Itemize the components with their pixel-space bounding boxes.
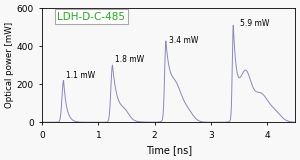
Text: 1.8 mW: 1.8 mW <box>115 55 144 64</box>
Y-axis label: Optical power [mW]: Optical power [mW] <box>5 22 14 108</box>
Text: LDH-D-C-485: LDH-D-C-485 <box>57 12 125 22</box>
X-axis label: Time [ns]: Time [ns] <box>146 145 192 155</box>
Text: 5.9 mW: 5.9 mW <box>240 19 269 28</box>
Text: 1.1 mW: 1.1 mW <box>66 72 95 80</box>
Text: 3.4 mW: 3.4 mW <box>169 36 198 45</box>
